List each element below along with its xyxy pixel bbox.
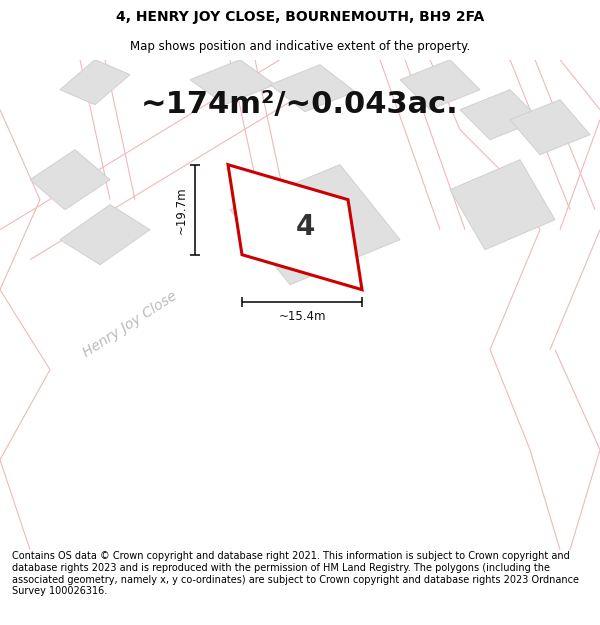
Polygon shape — [60, 59, 130, 104]
Polygon shape — [450, 159, 555, 249]
Polygon shape — [190, 59, 275, 104]
Polygon shape — [460, 89, 540, 139]
Polygon shape — [30, 149, 110, 210]
Text: ~19.7m: ~19.7m — [175, 186, 187, 234]
Text: Map shows position and indicative extent of the property.: Map shows position and indicative extent… — [130, 40, 470, 52]
Polygon shape — [60, 205, 150, 265]
Text: ~174m²/~0.043ac.: ~174m²/~0.043ac. — [141, 90, 459, 119]
Text: 4: 4 — [295, 213, 314, 241]
Polygon shape — [400, 59, 480, 110]
Text: Henry Joy Close: Henry Joy Close — [80, 289, 179, 360]
Polygon shape — [228, 164, 362, 290]
Polygon shape — [230, 164, 400, 285]
Text: Contains OS data © Crown copyright and database right 2021. This information is : Contains OS data © Crown copyright and d… — [12, 551, 579, 596]
Polygon shape — [510, 99, 590, 154]
Text: 4, HENRY JOY CLOSE, BOURNEMOUTH, BH9 2FA: 4, HENRY JOY CLOSE, BOURNEMOUTH, BH9 2FA — [116, 9, 484, 24]
Polygon shape — [270, 64, 355, 112]
Text: ~15.4m: ~15.4m — [278, 310, 326, 323]
